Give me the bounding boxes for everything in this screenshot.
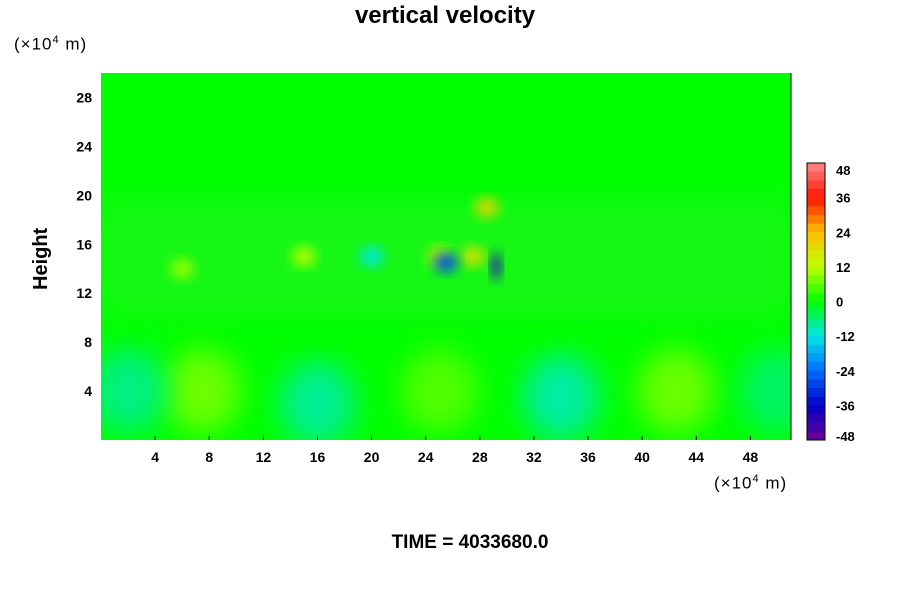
updraft-feature bbox=[401, 349, 478, 434]
colorbar-tick-label: -24 bbox=[836, 364, 856, 379]
colorbar-segment bbox=[807, 301, 825, 311]
downdraft-feature bbox=[739, 349, 791, 434]
downdraft-feature bbox=[523, 355, 599, 440]
colorbar-tick-label: 0 bbox=[836, 295, 843, 310]
y-tick-label: 16 bbox=[76, 236, 92, 252]
colorbar-segment bbox=[807, 188, 825, 199]
y-tick-label: 24 bbox=[76, 138, 92, 154]
x-tick-label: 4 bbox=[151, 449, 159, 465]
downdraft-feature bbox=[279, 361, 356, 440]
colorbar-segment bbox=[807, 232, 825, 242]
colorbar-segment bbox=[807, 223, 825, 233]
colorbar-segment bbox=[807, 171, 825, 181]
colorbar-segment bbox=[807, 422, 825, 432]
y-tick-label: 4 bbox=[84, 383, 92, 399]
colorbar-segment bbox=[807, 310, 825, 320]
updraft-feature bbox=[461, 246, 486, 267]
updraft-feature bbox=[638, 349, 714, 434]
downdraft-feature bbox=[101, 349, 167, 434]
downdraft-feature bbox=[491, 252, 502, 281]
updraft-feature bbox=[291, 246, 316, 267]
colorbar-tick-label: -12 bbox=[836, 329, 855, 344]
y-tick-label: 8 bbox=[84, 334, 92, 350]
colorbar-ticks: 48 36 24 12 0 -12 -24 -36 -48 bbox=[836, 163, 856, 444]
colorbar-segment bbox=[807, 379, 825, 389]
colorbar-segment bbox=[807, 249, 825, 259]
x-tick-label: 40 bbox=[634, 449, 650, 465]
x-tick-label: 48 bbox=[743, 449, 759, 465]
colorbar-segment bbox=[807, 240, 825, 251]
colorbar-segment bbox=[807, 396, 825, 406]
colorbar-segment bbox=[807, 266, 825, 277]
chart-title: vertical velocity bbox=[354, 2, 536, 29]
y-tick-label: 20 bbox=[76, 187, 92, 203]
colorbar-segment bbox=[807, 370, 825, 380]
y-axis-unit: (×104 m) bbox=[14, 34, 88, 54]
time-readout: TIME = 4033680.0 bbox=[391, 532, 549, 553]
colorbar-segment bbox=[807, 292, 825, 302]
colorbar-segment bbox=[807, 344, 825, 354]
colorbar-tick-label: 36 bbox=[836, 191, 850, 206]
colorbar-segment bbox=[807, 284, 825, 294]
colorbar-tick-label: -48 bbox=[836, 429, 855, 444]
colorbar-segment bbox=[807, 327, 825, 337]
x-tick-label: 44 bbox=[689, 449, 705, 465]
x-tick-label: 20 bbox=[364, 449, 380, 465]
colorbar-tick-label: 48 bbox=[836, 163, 850, 178]
colorbar-segment bbox=[807, 258, 825, 268]
updraft-feature bbox=[474, 197, 499, 218]
downdraft-feature bbox=[434, 252, 458, 273]
colorbar-segment bbox=[807, 388, 825, 398]
y-tick-label: 12 bbox=[76, 285, 92, 301]
colorbar-segment bbox=[807, 362, 825, 372]
colorbar-segment bbox=[807, 197, 825, 207]
x-tick-label: 24 bbox=[418, 449, 434, 465]
y-tick-label: 28 bbox=[76, 89, 92, 105]
colorbar-segment bbox=[807, 180, 825, 190]
colorbar-tick-label: -36 bbox=[836, 398, 855, 413]
colorbar-tick-label: 24 bbox=[836, 225, 851, 240]
x-tick-label: 32 bbox=[526, 449, 542, 465]
colorbar-segment bbox=[807, 336, 825, 346]
colorbar bbox=[806, 162, 826, 441]
colorbar-segment bbox=[807, 318, 825, 328]
colorbar-segment bbox=[807, 353, 825, 363]
colorbar-segment bbox=[807, 275, 825, 285]
colorbar-frame bbox=[806, 162, 826, 441]
y-axis-ticks: 4 8 12 16 20 24 28 bbox=[76, 89, 92, 399]
x-tick-label: 28 bbox=[472, 449, 488, 465]
colorbar-segment bbox=[807, 405, 825, 415]
colorbar-segment bbox=[807, 431, 825, 441]
updraft-feature bbox=[170, 258, 195, 279]
colorbar-segment bbox=[807, 206, 825, 216]
colorbar-tick-label: 12 bbox=[836, 260, 850, 275]
x-axis-unit: (×104 m) bbox=[714, 473, 788, 493]
x-tick-label: 12 bbox=[256, 449, 272, 465]
x-tick-label: 8 bbox=[205, 449, 213, 465]
colorbar-segment bbox=[807, 214, 825, 225]
downdraft-feature bbox=[359, 246, 384, 267]
x-axis-ticks: 4 8 12 16 20 24 28 32 36 40 44 48 bbox=[151, 436, 758, 465]
colorbar-segment bbox=[807, 414, 825, 424]
colorbar-segment bbox=[807, 163, 825, 173]
x-tick-label: 16 bbox=[310, 449, 326, 465]
x-tick-label: 36 bbox=[580, 449, 596, 465]
updraft-feature bbox=[164, 349, 241, 434]
heatmap-plot-area bbox=[101, 73, 792, 440]
